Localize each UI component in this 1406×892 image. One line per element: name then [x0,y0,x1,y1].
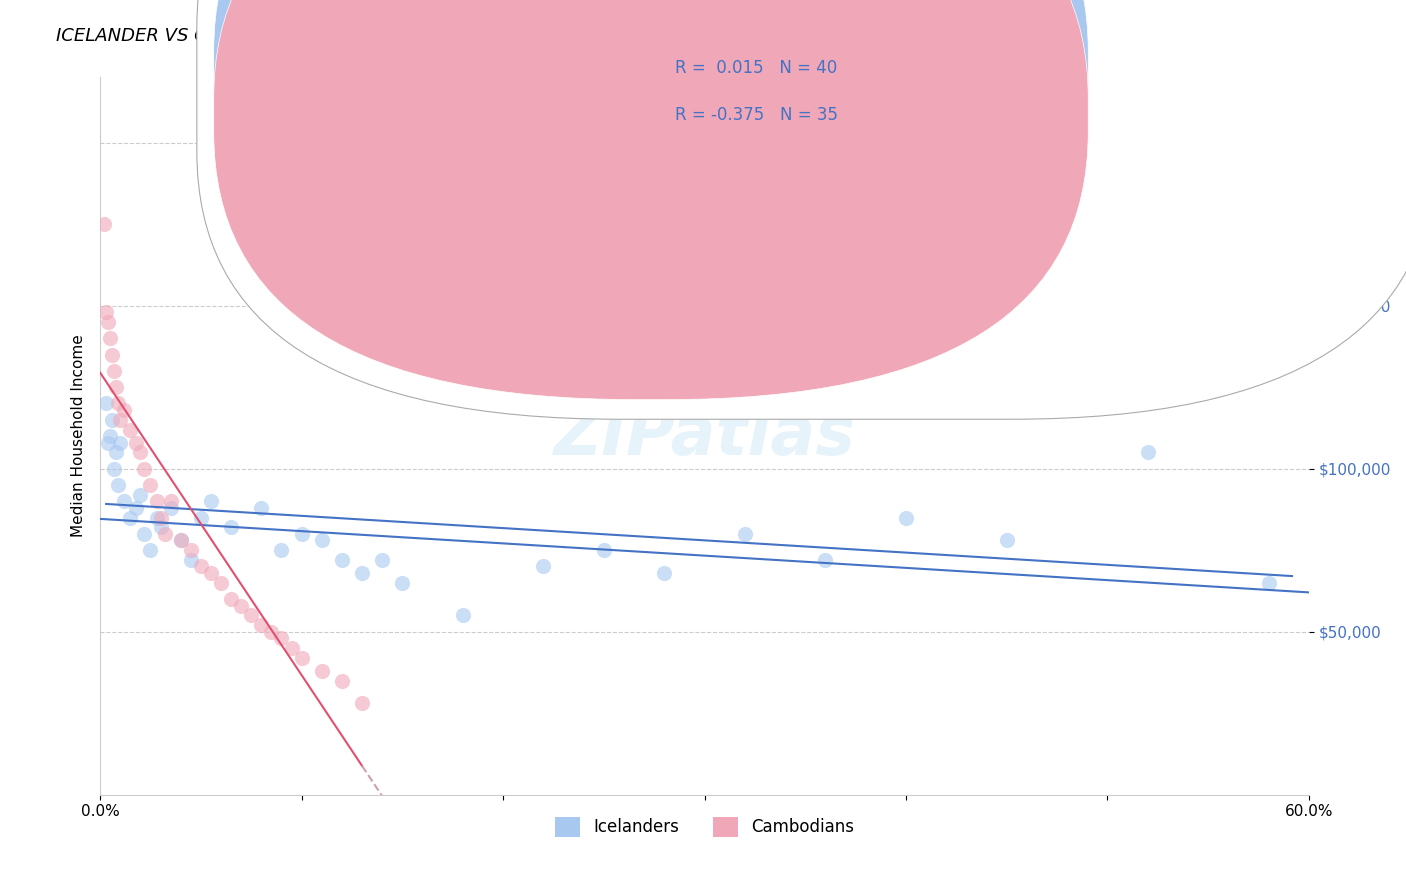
Point [110,435,132,450]
Point [330,553,353,567]
Point [391,575,413,590]
Point [134,461,156,475]
Legend: Icelanders, Cambodians: Icelanders, Cambodians [548,810,860,844]
Point [159,500,181,515]
Point [531,559,554,574]
Point [814,553,837,567]
Point [652,566,675,580]
Point [734,527,756,541]
Point [139,478,162,492]
Point [291,527,314,541]
Point [93,217,115,231]
Point [311,533,333,548]
Point [101,413,124,427]
Point [120,423,142,437]
Point [134,527,156,541]
Text: ZIPatlas: ZIPatlas [554,403,855,469]
Text: R =  0.015   N = 40: R = 0.015 N = 40 [675,59,837,77]
Point [219,592,242,607]
Point [250,500,273,515]
Point [112,494,135,508]
Point [209,575,232,590]
Point [120,510,142,524]
Point [107,396,129,410]
Point [125,435,148,450]
Point [170,533,193,548]
Point [240,608,263,623]
Point [145,510,167,524]
Point [145,494,167,508]
Point [291,650,314,665]
Point [153,527,176,541]
Point [180,553,202,567]
Point [98,331,121,345]
Point [103,461,125,475]
Point [98,429,121,443]
Point [107,478,129,492]
Point [125,500,148,515]
Point [451,608,474,623]
Point [97,435,120,450]
Point [110,413,132,427]
Point [250,618,273,632]
Point [139,543,162,558]
Point [180,543,202,558]
Point [105,380,128,394]
Point [280,640,302,655]
Point [894,510,917,524]
Point [96,305,118,319]
Point [219,520,242,534]
Y-axis label: Median Household Income: Median Household Income [72,334,86,538]
Point [231,599,253,613]
Point [200,566,222,580]
Point [260,624,283,639]
Point [200,494,222,508]
Point [149,520,172,534]
Text: Source: ZipAtlas.com: Source: ZipAtlas.com [1216,27,1364,41]
Point [995,533,1018,548]
Point [1136,445,1159,459]
Text: ICELANDER VS CAMBODIAN MEDIAN HOUSEHOLD INCOME CORRELATION CHART: ICELANDER VS CAMBODIAN MEDIAN HOUSEHOLD … [56,27,785,45]
Point [350,697,373,711]
Point [190,510,212,524]
Point [270,543,292,558]
Point [96,396,118,410]
Point [270,631,292,645]
Point [371,553,394,567]
Point [592,543,614,558]
Point [103,364,125,378]
Point [190,559,212,574]
Point [330,673,353,688]
Point [129,445,152,459]
Point [170,533,193,548]
Point [105,445,128,459]
Point [1257,575,1279,590]
Point [129,488,152,502]
Point [97,315,120,329]
Point [112,403,135,417]
Point [350,566,373,580]
Point [101,347,124,361]
Point [159,494,181,508]
Point [149,510,172,524]
Point [311,664,333,678]
Text: R = -0.375   N = 35: R = -0.375 N = 35 [675,106,838,124]
